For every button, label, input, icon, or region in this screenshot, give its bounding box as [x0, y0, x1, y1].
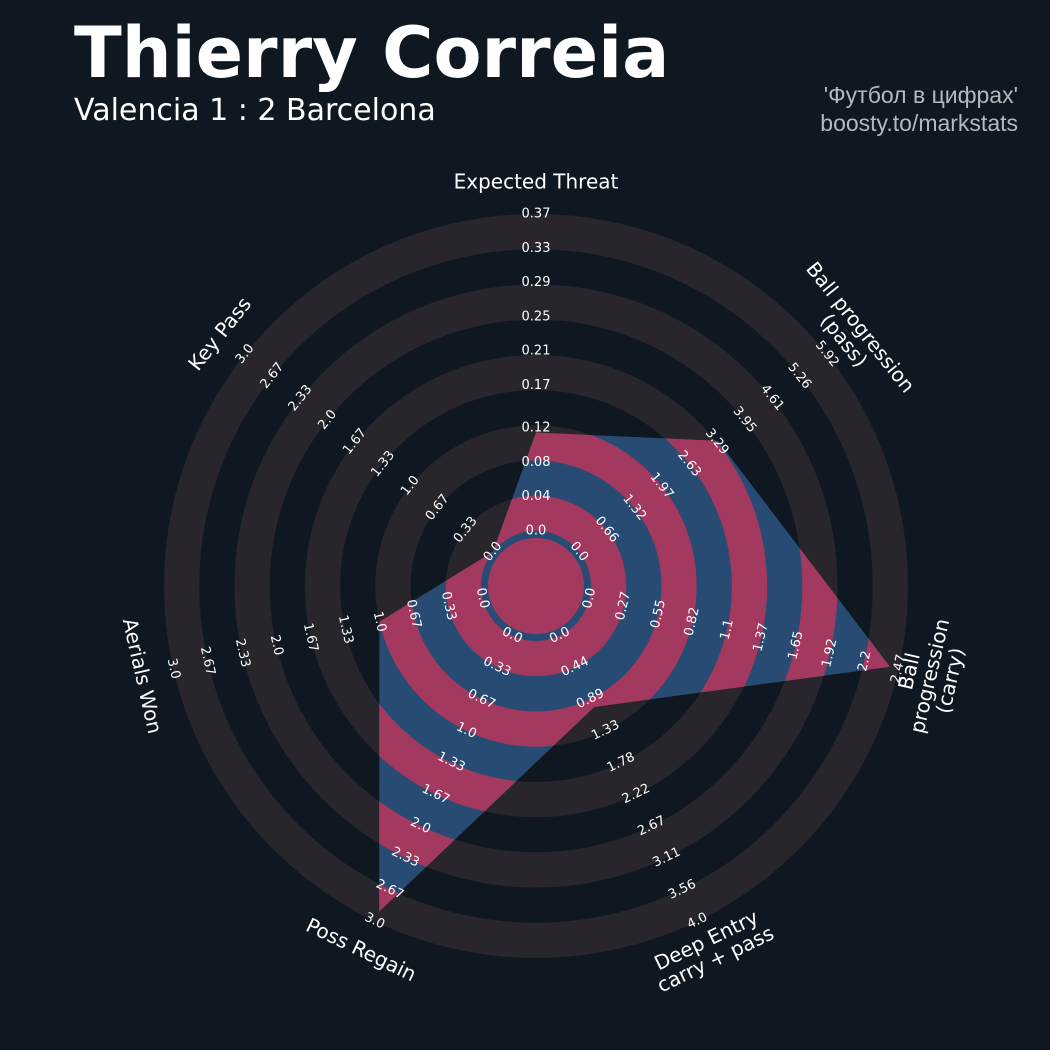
- tick-label: 2.2: [855, 649, 874, 673]
- tick-label: 1.0: [370, 610, 389, 634]
- tick-label: 1.92: [819, 637, 840, 669]
- tick-label: 1.65: [786, 630, 807, 662]
- tick-label: 2.0: [267, 634, 286, 658]
- tick-label: 1.33: [335, 614, 356, 646]
- credit: boosty.to/markstats: [820, 110, 1018, 136]
- credit: 'Футбол в цифрах': [823, 82, 1018, 108]
- tick-label: 2.47: [888, 653, 909, 685]
- tick-label: 0.33: [522, 241, 551, 256]
- tick-label: 0.0: [473, 586, 492, 610]
- tick-label: 0.08: [522, 455, 551, 470]
- tick-label: 0.0: [580, 586, 599, 610]
- chart-title: Thierry Correia: [74, 12, 670, 94]
- tick-label: 0.67: [403, 598, 424, 630]
- tick-label: 0.12: [522, 421, 551, 436]
- tick-label: 0.33: [438, 590, 459, 622]
- center-highlight: [488, 538, 584, 634]
- tick-label: 0.21: [522, 344, 551, 359]
- axis-label: Expected Threat: [453, 169, 619, 194]
- tick-label: 1.37: [751, 622, 772, 654]
- tick-label: 3.0: [164, 657, 183, 681]
- tick-label: 1.1: [718, 618, 737, 642]
- chart-subtitle: Valencia 1 : 2 Barcelona: [74, 93, 436, 128]
- tick-label: 0.27: [613, 590, 634, 622]
- tick-label: 0.82: [682, 606, 703, 638]
- tick-label: 0.37: [522, 207, 551, 222]
- tick-label: 0.04: [522, 489, 551, 504]
- tick-label: 0.17: [522, 378, 551, 393]
- tick-label: 2.33: [232, 637, 253, 669]
- tick-label: 0.55: [648, 598, 669, 630]
- tick-label: 0.25: [522, 309, 551, 324]
- tick-label: 0.0: [526, 524, 547, 539]
- tick-label: 1.67: [300, 622, 321, 654]
- tick-label: 0.29: [522, 275, 551, 290]
- tick-label: 2.67: [197, 645, 218, 677]
